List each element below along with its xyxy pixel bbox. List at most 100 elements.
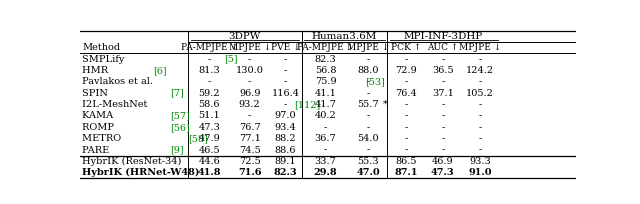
Text: Method: Method (82, 43, 120, 52)
Text: 87.1: 87.1 (395, 168, 418, 177)
Text: 124.2: 124.2 (466, 66, 494, 75)
Text: -: - (324, 145, 327, 154)
Text: MPJPE ↓: MPJPE ↓ (459, 43, 501, 52)
Text: METRO: METRO (82, 134, 124, 143)
Text: Pavlakos et al.: Pavlakos et al. (82, 77, 156, 86)
Text: -: - (441, 55, 444, 64)
Text: -: - (404, 55, 408, 64)
Text: 93.2: 93.2 (239, 100, 260, 109)
Text: 37.1: 37.1 (432, 89, 454, 98)
Text: 54.0: 54.0 (357, 134, 379, 143)
Text: MPJPE ↓: MPJPE ↓ (228, 43, 271, 52)
Text: -: - (404, 134, 408, 143)
Text: -: - (367, 55, 370, 64)
Text: 130.0: 130.0 (236, 66, 264, 75)
Text: HybrIK (ResNet-34): HybrIK (ResNet-34) (82, 157, 181, 166)
Text: -: - (284, 55, 287, 64)
Text: 81.3: 81.3 (198, 66, 220, 75)
Text: -: - (207, 55, 211, 64)
Text: SMPLify: SMPLify (82, 55, 127, 64)
Text: -: - (441, 123, 444, 132)
Text: 41.7: 41.7 (315, 100, 337, 109)
Text: 77.1: 77.1 (239, 134, 260, 143)
Text: 36.7: 36.7 (315, 134, 337, 143)
Text: HMR: HMR (82, 66, 111, 75)
Text: [9]: [9] (170, 145, 184, 154)
Text: -: - (478, 134, 482, 143)
Text: -: - (478, 123, 482, 132)
Text: 51.1: 51.1 (198, 111, 220, 120)
Text: -: - (441, 100, 444, 109)
Text: 47.0: 47.0 (356, 168, 380, 177)
Text: 59.2: 59.2 (198, 89, 220, 98)
Text: 88.0: 88.0 (357, 66, 379, 75)
Text: -: - (284, 66, 287, 75)
Text: [6]: [6] (153, 66, 166, 75)
Text: 88.6: 88.6 (275, 145, 296, 154)
Text: -: - (367, 89, 370, 98)
Text: 89.1: 89.1 (275, 157, 296, 166)
Text: 76.4: 76.4 (396, 89, 417, 98)
Text: -: - (367, 145, 370, 154)
Text: 82.3: 82.3 (273, 168, 297, 177)
Text: MPJPE ↓: MPJPE ↓ (347, 43, 389, 52)
Text: 88.2: 88.2 (275, 134, 296, 143)
Text: 33.7: 33.7 (315, 157, 337, 166)
Text: AUC ↑: AUC ↑ (427, 43, 458, 52)
Text: 40.2: 40.2 (315, 111, 337, 120)
Text: 93.4: 93.4 (275, 123, 296, 132)
Text: -: - (478, 111, 482, 120)
Text: 41.8: 41.8 (198, 168, 221, 177)
Text: -: - (441, 134, 444, 143)
Text: 55.7: 55.7 (357, 100, 379, 109)
Text: [58]: [58] (188, 134, 208, 143)
Text: 93.3: 93.3 (469, 157, 491, 166)
Text: -: - (207, 77, 211, 86)
Text: -: - (404, 111, 408, 120)
Text: -: - (367, 77, 370, 86)
Text: 72.9: 72.9 (396, 66, 417, 75)
Text: -: - (404, 123, 408, 132)
Text: 3DPW: 3DPW (228, 32, 261, 41)
Text: 41.1: 41.1 (315, 89, 337, 98)
Text: -: - (248, 55, 252, 64)
Text: 76.7: 76.7 (239, 123, 260, 132)
Text: -: - (441, 111, 444, 120)
Text: 97.0: 97.0 (275, 111, 296, 120)
Text: 46.5: 46.5 (198, 145, 220, 154)
Text: I2L-MeshNet: I2L-MeshNet (82, 100, 150, 109)
Text: -: - (478, 145, 482, 154)
Text: 105.2: 105.2 (466, 89, 494, 98)
Text: -: - (441, 77, 444, 86)
Text: MPI-INF-3DHP: MPI-INF-3DHP (404, 32, 483, 41)
Text: 91.0: 91.0 (468, 168, 492, 177)
Text: 55.3: 55.3 (357, 157, 379, 166)
Text: PA-MPJPE ↓: PA-MPJPE ↓ (180, 43, 237, 52)
Text: 46.9: 46.9 (432, 157, 454, 166)
Text: 71.6: 71.6 (238, 168, 261, 177)
Text: [112]: [112] (294, 100, 321, 109)
Text: 47.3: 47.3 (198, 123, 220, 132)
Text: -: - (404, 100, 408, 109)
Text: 36.5: 36.5 (432, 66, 454, 75)
Text: 47.3: 47.3 (431, 168, 454, 177)
Text: -: - (404, 77, 408, 86)
Text: SPIN: SPIN (82, 89, 111, 98)
Text: PA-MPJPE ↓: PA-MPJPE ↓ (297, 43, 354, 52)
Text: [53]: [53] (365, 77, 385, 86)
Text: -: - (284, 100, 287, 109)
Text: 116.4: 116.4 (271, 89, 300, 98)
Text: PARE: PARE (82, 145, 113, 154)
Text: 86.5: 86.5 (396, 157, 417, 166)
Text: [57]: [57] (170, 111, 190, 120)
Text: *: * (383, 100, 388, 109)
Text: 72.5: 72.5 (239, 157, 260, 166)
Text: PCK ↑: PCK ↑ (391, 43, 422, 52)
Text: [56]: [56] (170, 123, 190, 132)
Text: -: - (478, 55, 482, 64)
Text: -: - (441, 145, 444, 154)
Text: -: - (248, 77, 252, 86)
Text: 47.9: 47.9 (198, 134, 220, 143)
Text: -: - (367, 123, 370, 132)
Text: ROMP: ROMP (82, 123, 117, 132)
